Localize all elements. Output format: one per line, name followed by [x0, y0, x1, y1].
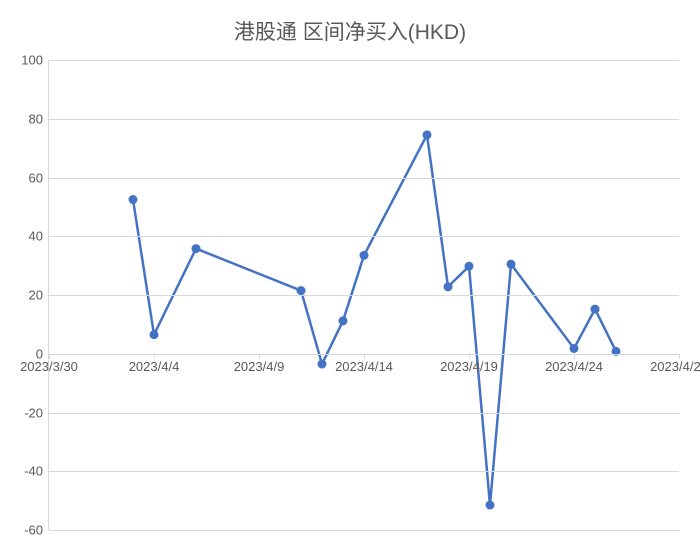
y-gridline — [49, 178, 679, 179]
x-tick-label: 2023/4/29 — [650, 359, 700, 374]
data-point — [129, 195, 138, 204]
x-tick-label: 2023/3/30 — [20, 359, 78, 374]
data-point — [192, 244, 201, 253]
y-gridline — [49, 413, 679, 414]
y-tick-label: 80 — [29, 111, 49, 126]
chart-title: 港股通 区间净买入(HKD) — [0, 16, 700, 46]
data-point — [297, 286, 306, 295]
y-tick-label: -60 — [24, 523, 49, 538]
data-point — [150, 330, 159, 339]
y-tick-label: -40 — [24, 464, 49, 479]
y-gridline — [49, 119, 679, 120]
x-tick-label: 2023/4/14 — [335, 359, 393, 374]
series-line — [133, 135, 616, 505]
y-gridline — [49, 530, 679, 531]
x-tick-label: 2023/4/9 — [234, 359, 285, 374]
data-point — [570, 344, 579, 353]
data-point — [465, 262, 474, 271]
y-tick-label: -20 — [24, 405, 49, 420]
data-point — [486, 501, 495, 510]
data-point — [423, 130, 432, 139]
chart-container: 港股通 区间净买入(HKD) -60-40-200204060801002023… — [0, 0, 700, 552]
y-gridline — [49, 236, 679, 237]
data-point — [318, 360, 327, 369]
x-tick-label: 2023/4/4 — [129, 359, 180, 374]
y-gridline — [49, 471, 679, 472]
y-gridline — [49, 295, 679, 296]
x-tick-label: 2023/4/19 — [440, 359, 498, 374]
y-tick-label: 40 — [29, 229, 49, 244]
data-point — [339, 316, 348, 325]
y-tick-label: 100 — [21, 53, 49, 68]
plot-area: -60-40-200204060801002023/3/302023/4/420… — [48, 60, 679, 530]
data-point — [507, 260, 516, 269]
y-tick-label: 60 — [29, 170, 49, 185]
y-gridline — [49, 60, 679, 61]
data-point — [360, 251, 369, 260]
data-point — [591, 305, 600, 314]
data-point — [444, 282, 453, 291]
x-tick-label: 2023/4/24 — [545, 359, 603, 374]
y-tick-label: 20 — [29, 288, 49, 303]
